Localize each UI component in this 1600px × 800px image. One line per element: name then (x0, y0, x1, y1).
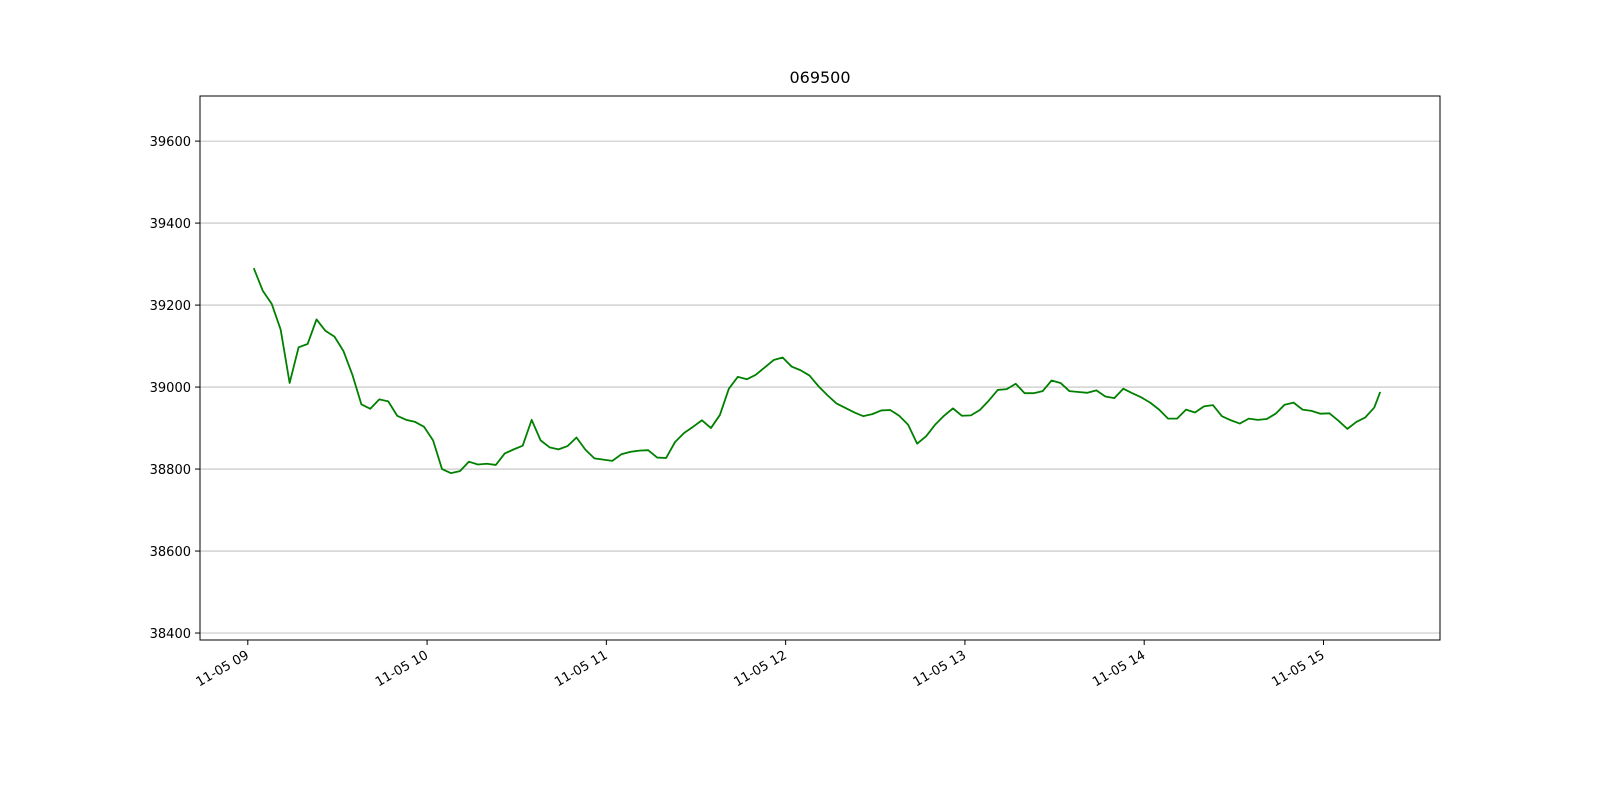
x-tick-label: 11-05 10 (373, 648, 431, 690)
y-tick-label: 38400 (150, 627, 191, 642)
line-series (252, 267, 1382, 475)
y-tick-label: 38600 (150, 545, 191, 560)
x-tick-label: 11-05 15 (1269, 648, 1327, 690)
x-tick-label: 11-05 14 (1090, 648, 1148, 690)
y-tick-label: 39400 (150, 217, 191, 232)
x-tick-label: 11-05 13 (911, 648, 969, 690)
y-tick-label: 39200 (150, 299, 191, 314)
x-tick-label: 11-05 11 (552, 648, 610, 690)
chart-title: 069500 (789, 68, 850, 87)
x-tick-label: 11-05 12 (732, 648, 790, 690)
x-tick-label: 11-05 09 (194, 648, 252, 690)
y-tick-label: 39600 (150, 135, 191, 150)
plot-frame (199, 95, 1441, 641)
y-tick-label: 38800 (150, 463, 191, 478)
y-tick-label: 39000 (150, 381, 191, 396)
